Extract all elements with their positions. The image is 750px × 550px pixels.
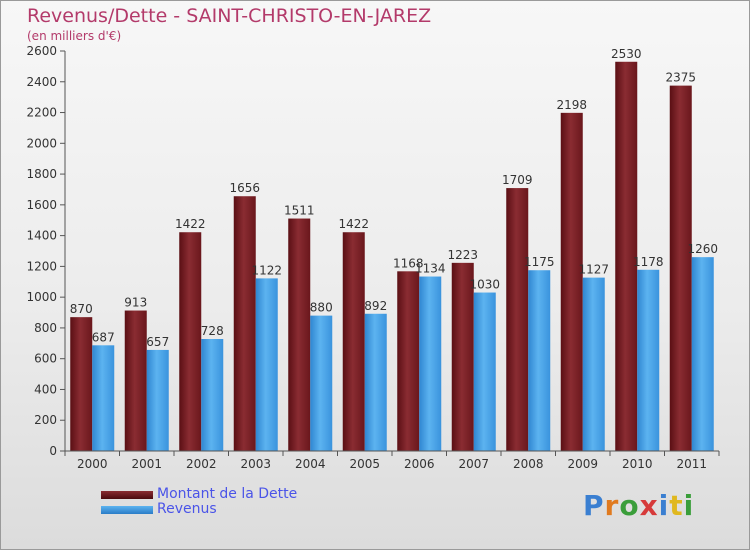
x-tick-label: 2000 (77, 457, 108, 471)
data-label-revenus: 892 (364, 299, 387, 313)
data-label-dette: 1422 (338, 217, 369, 231)
x-tick-label: 2002 (186, 457, 217, 471)
logo-letter: o (619, 489, 640, 522)
bar-dette (506, 188, 529, 452)
bar-revenus (92, 345, 115, 451)
logo-letter: P (583, 489, 605, 522)
data-label-revenus: 1178 (633, 255, 664, 269)
x-tick-label: 2007 (458, 457, 489, 471)
bar-revenus (691, 257, 714, 451)
data-label-dette: 1168 (393, 256, 424, 270)
bar-dette (560, 112, 583, 451)
y-tick-label: 1800 (26, 167, 57, 181)
x-tick-label: 2010 (622, 457, 653, 471)
y-tick-label: 2000 (26, 136, 57, 150)
x-axis: 2000 2001 2002 2003 2004 2005 2006 2007 2008 2009… (64, 450, 720, 471)
bar-revenus (637, 269, 660, 451)
data-label-revenus: 1260 (687, 242, 718, 256)
bar-dette (124, 310, 147, 451)
x-tick-label: 2011 (676, 457, 707, 471)
proxiti-logo: Proxiti (583, 489, 694, 522)
x-tick-label: 2001 (131, 457, 162, 471)
chart-subtitle: (en milliers d'€) (27, 29, 122, 43)
y-tick-label: 800 (34, 321, 57, 335)
bar-revenus (255, 278, 278, 451)
bar-revenus (419, 276, 442, 451)
data-label-dette: 2198 (556, 98, 587, 112)
data-label-dette: 1709 (502, 173, 533, 187)
x-tick-label: 2003 (240, 457, 271, 471)
y-axis: 0 200 400 600 800 1000 1200 1400 1600 1800 2000 220… (26, 44, 66, 458)
logo-letter: x (639, 489, 659, 522)
bar-revenus (473, 292, 496, 451)
chart-title: Revenus/Dette - SAINT-CHRISTO-EN-JAREZ (27, 5, 432, 27)
data-label-dette: 913 (124, 296, 147, 310)
data-label-revenus: 1030 (469, 278, 500, 292)
bar-dette (288, 218, 311, 451)
data-label-revenus: 687 (92, 330, 115, 344)
y-tick-label: 0 (49, 444, 57, 458)
data-label-dette: 1422 (175, 217, 206, 231)
logo-letter: i (658, 489, 670, 522)
data-label-revenus: 1175 (524, 255, 555, 269)
data-label-dette: 1223 (447, 248, 478, 262)
y-tick-label: 2200 (26, 106, 57, 120)
x-tick-label: 2009 (567, 457, 598, 471)
x-tick-label: 2006 (404, 457, 435, 471)
legend-label-revenus: Revenus (157, 501, 217, 517)
bar-revenus (201, 339, 224, 451)
y-tick-label: 1400 (26, 229, 57, 243)
data-label-revenus: 1127 (578, 263, 609, 277)
logo-letter: i (683, 489, 695, 522)
x-tick-label: 2008 (513, 457, 544, 471)
bar-dette (70, 317, 93, 451)
data-label-dette: 2375 (665, 71, 696, 85)
bar-revenus (310, 315, 333, 451)
bar-revenus (146, 349, 169, 451)
y-tick-label: 400 (34, 382, 57, 396)
logo-letter: r (604, 489, 620, 522)
bar-dette (342, 232, 365, 451)
y-tick-label: 2600 (26, 44, 57, 58)
data-label-dette: 1656 (229, 181, 260, 195)
x-tick-label: 2005 (349, 457, 380, 471)
y-tick-label: 1600 (26, 198, 57, 212)
legend-swatch-dette (101, 491, 153, 499)
y-tick-label: 1000 (26, 290, 57, 304)
data-label-revenus: 880 (310, 301, 333, 315)
y-tick-label: 1200 (26, 259, 57, 273)
bar-revenus (528, 270, 551, 451)
bar-dette (233, 196, 256, 451)
legend-label-dette: Montant de la Dette (157, 486, 298, 502)
bars: 870 687 913 657 1422 728 1656 1122 1511 880 1422 89… (70, 47, 718, 452)
logo-letter: t (669, 489, 684, 522)
bar-dette (669, 85, 692, 451)
bar-revenus (582, 277, 605, 451)
bar-dette (615, 61, 638, 452)
bar-dette (179, 232, 202, 451)
data-label-revenus: 657 (146, 335, 169, 349)
data-label-dette: 870 (70, 302, 93, 316)
y-tick-label: 600 (34, 352, 57, 366)
data-label-dette: 1511 (284, 204, 315, 218)
data-label-dette: 2530 (611, 47, 642, 61)
data-label-revenus: 728 (201, 324, 224, 338)
x-tick-label: 2004 (295, 457, 326, 471)
bar-revenus (364, 313, 387, 451)
bar-dette (451, 262, 474, 451)
y-tick-label: 200 (34, 413, 57, 427)
data-label-revenus: 1122 (251, 263, 282, 277)
legend-swatch-revenus (101, 506, 153, 514)
bar-dette (397, 271, 420, 451)
data-label-revenus: 1134 (415, 262, 446, 276)
y-tick-label: 2400 (26, 75, 57, 89)
